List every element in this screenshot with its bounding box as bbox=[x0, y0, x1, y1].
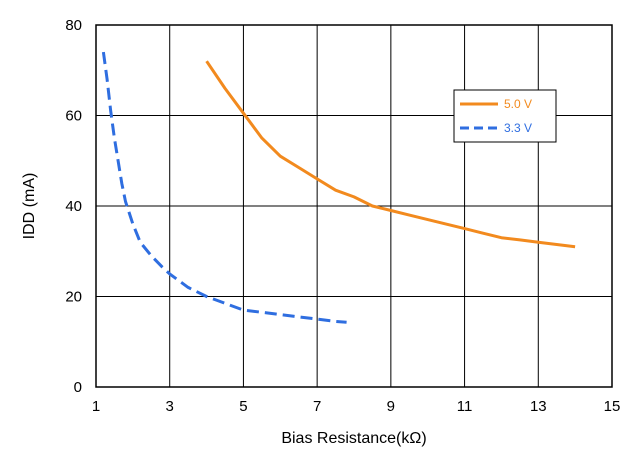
series-line-1 bbox=[205, 60, 576, 249]
series-layer bbox=[101, 51, 576, 324]
y-tick-label: 0 bbox=[74, 379, 82, 396]
plot-frame bbox=[95, 24, 613, 388]
legend-label-2: 3.3 V bbox=[504, 121, 532, 135]
x-tick-label: 1 bbox=[92, 398, 100, 415]
x-tick-label: 7 bbox=[313, 398, 321, 415]
y-tick-label: 80 bbox=[65, 17, 82, 34]
x-tick-label: 11 bbox=[457, 398, 473, 415]
y-tick-label: 40 bbox=[65, 198, 82, 215]
legend: 5.0 V 3.3 V bbox=[453, 89, 557, 143]
y-axis-title: IDD (mA) bbox=[21, 173, 38, 240]
x-tick-label: 9 bbox=[387, 398, 395, 415]
grid-lines bbox=[95, 24, 613, 388]
x-tick-label: 3 bbox=[166, 398, 174, 415]
x-tick-label: 15 bbox=[604, 398, 621, 415]
series-line-2 bbox=[101, 51, 347, 324]
x-tick-label: 13 bbox=[530, 398, 547, 415]
legend-label-1: 5.0 V bbox=[504, 97, 532, 111]
legend-box bbox=[453, 89, 557, 143]
y-tick-label: 60 bbox=[65, 108, 82, 125]
y-tick-label: 20 bbox=[65, 289, 82, 306]
x-axis-title: Bias Resistance(kΩ) bbox=[281, 430, 426, 447]
x-tick-label: 5 bbox=[239, 398, 247, 415]
